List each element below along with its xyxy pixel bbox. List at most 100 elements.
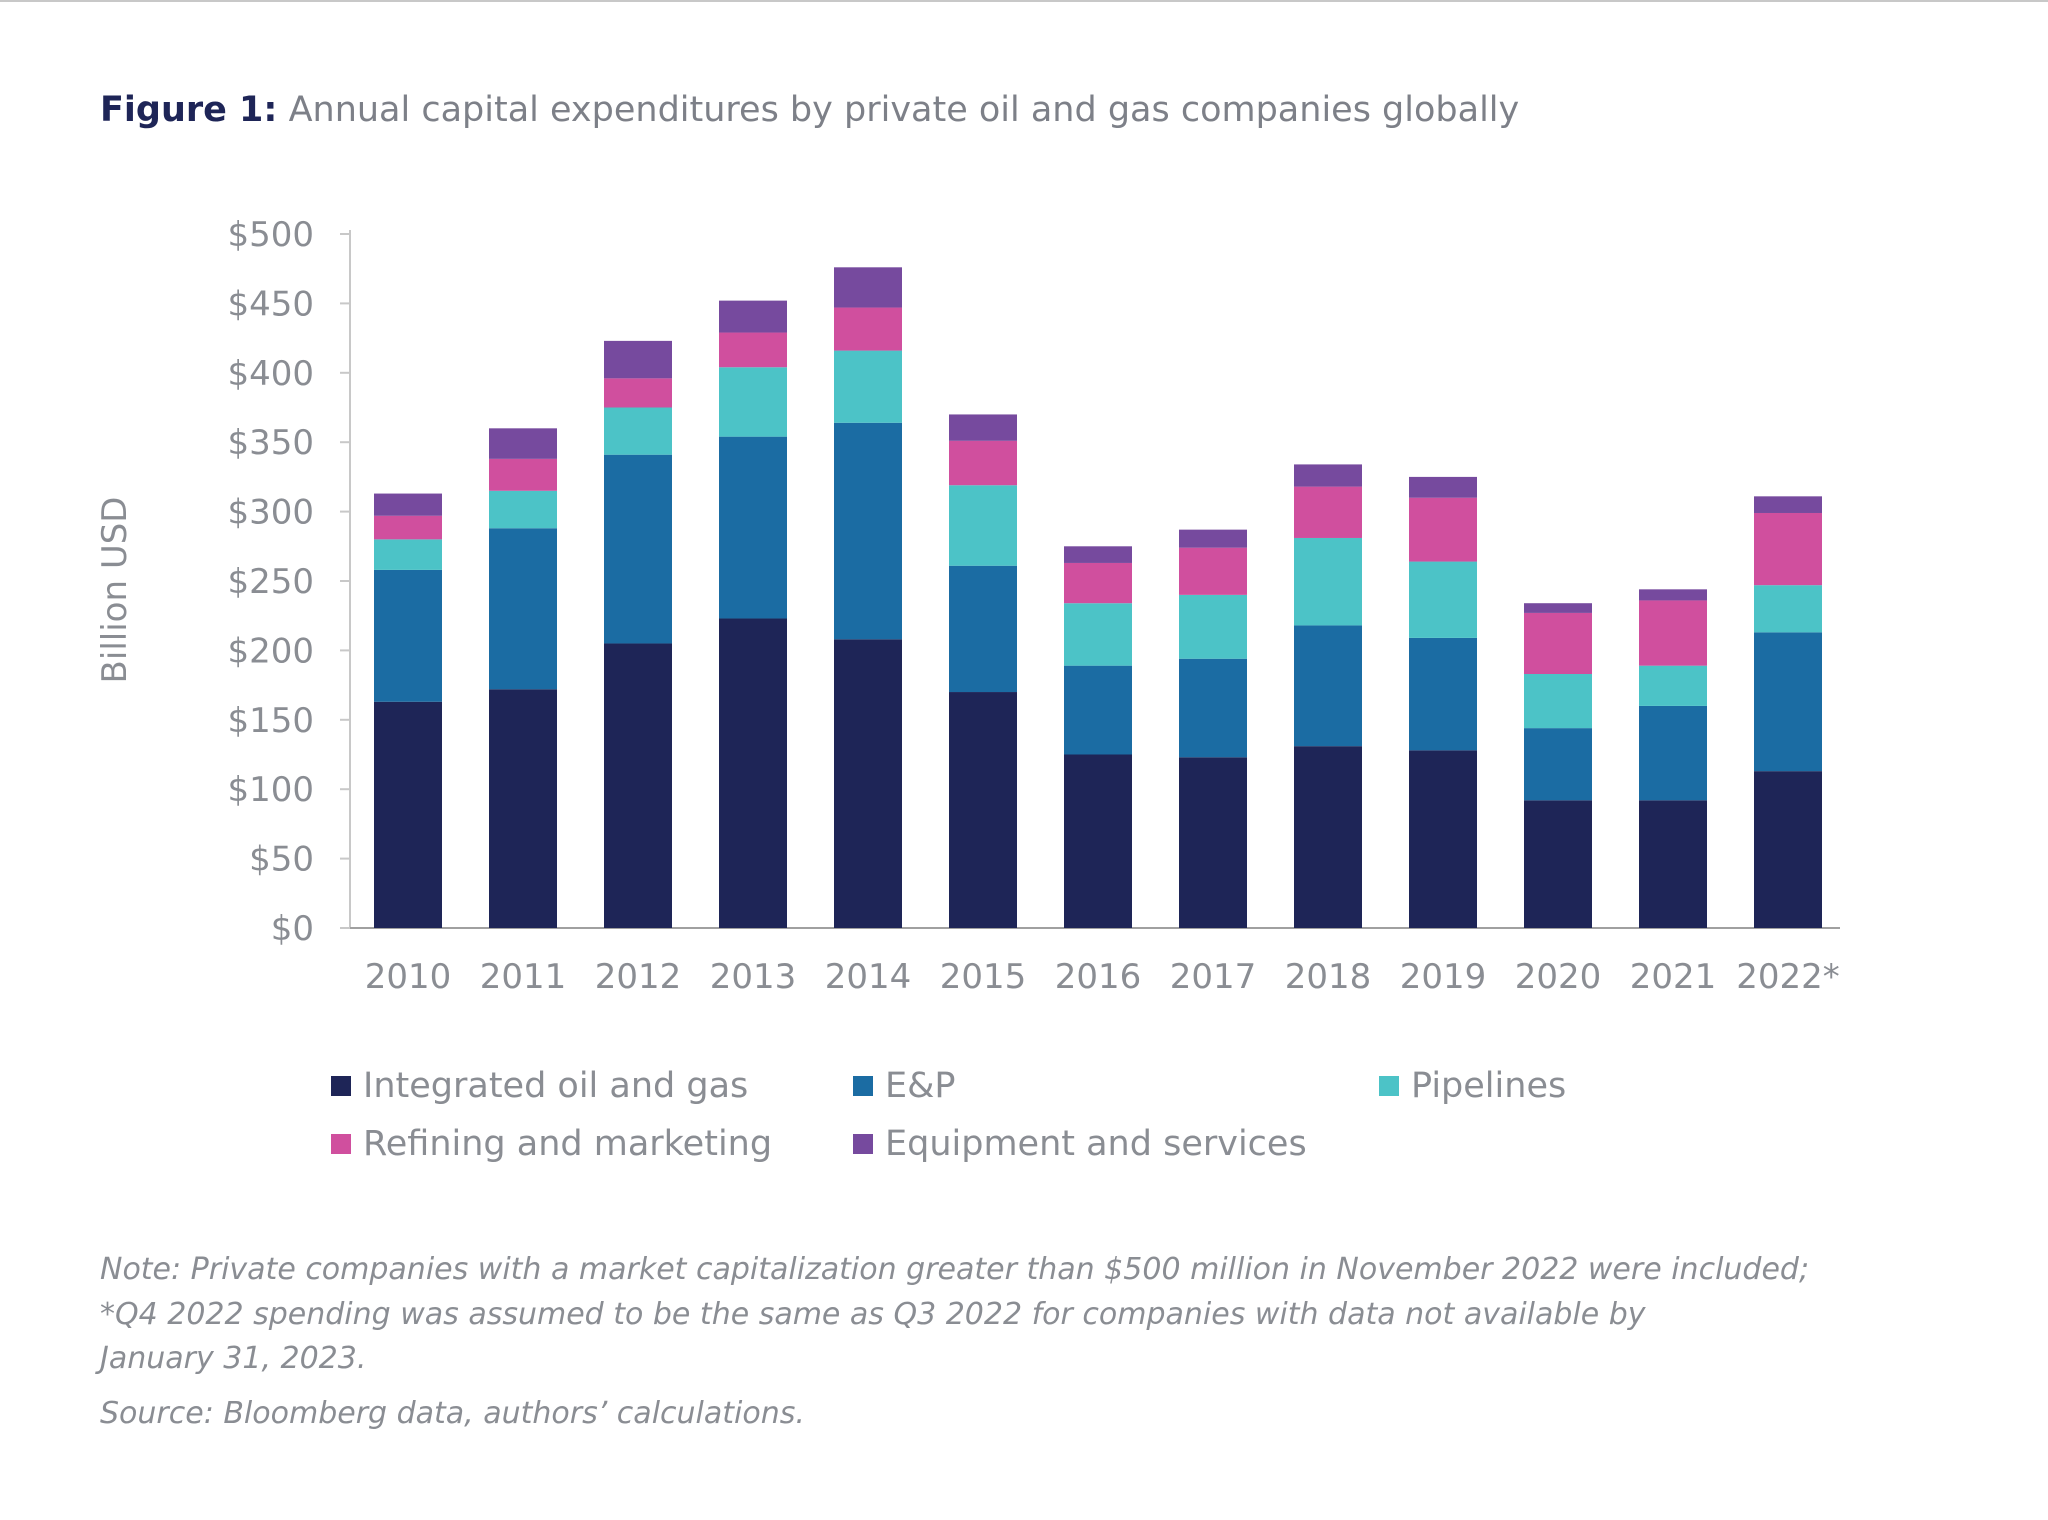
- bar-segment-e-p: [489, 528, 557, 690]
- bar-segment-equipment-and-services: [604, 340, 672, 379]
- bar-segment-equipment-and-services: [374, 493, 442, 516]
- bar-segment-pipelines: [949, 485, 1017, 566]
- bar-segment-refining-and-marketing: [1179, 547, 1247, 595]
- y-tick-label: $0: [271, 909, 314, 949]
- bar-segment-refining-and-marketing: [834, 307, 902, 351]
- bar-segment-pipelines: [1409, 561, 1477, 638]
- bar-segment-refining-and-marketing: [1754, 512, 1822, 586]
- y-tick-label: $400: [227, 354, 314, 394]
- bar-segment-integrated-oil-and-gas: [489, 689, 557, 928]
- legend-label: Refining and marketing: [363, 1124, 773, 1164]
- bar-segment-equipment-and-services: [1409, 476, 1477, 498]
- x-tick-label: 2012: [595, 957, 682, 997]
- bar-segment-equipment-and-services: [834, 267, 902, 308]
- y-axis-label: Billion USD: [95, 497, 135, 684]
- legend-swatch: [331, 1076, 351, 1096]
- x-tick-label: 2022*: [1736, 957, 1840, 997]
- x-tick-label: 2020: [1515, 957, 1602, 997]
- legend-label: Integrated oil and gas: [363, 1066, 749, 1106]
- x-tick-label: 2010: [365, 957, 452, 997]
- bar-segment-equipment-and-services: [1639, 589, 1707, 601]
- bar-segment-integrated-oil-and-gas: [949, 692, 1017, 928]
- bar-segment-pipelines: [1524, 673, 1592, 729]
- x-tick-label: 2017: [1170, 957, 1257, 997]
- y-tick-label: $150: [227, 701, 314, 741]
- y-tick-label: $500: [227, 215, 314, 255]
- bar-segment-integrated-oil-and-gas: [719, 618, 787, 928]
- bar-segment-e-p: [1294, 625, 1362, 747]
- x-tick-label: 2015: [940, 957, 1027, 997]
- figure-label: Figure 1:: [100, 90, 278, 130]
- bar-segment-integrated-oil-and-gas: [604, 643, 672, 928]
- legend-swatch: [331, 1134, 351, 1154]
- bar-segment-integrated-oil-and-gas: [1524, 800, 1592, 928]
- bar-segment-equipment-and-services: [1064, 546, 1132, 563]
- bar-segment-refining-and-marketing: [1064, 562, 1132, 604]
- bar-segment-refining-and-marketing: [1524, 612, 1592, 674]
- y-tick-label: $250: [227, 562, 314, 602]
- bar-segment-refining-and-marketing: [1294, 486, 1362, 538]
- legend-label: E&P: [885, 1066, 956, 1106]
- legend-label: Pipelines: [1411, 1066, 1567, 1106]
- bar-segment-e-p: [1409, 637, 1477, 751]
- bar-segment-pipelines: [374, 539, 442, 570]
- note-line-3: January 31, 2023.: [100, 1341, 367, 1376]
- bar-segment-equipment-and-services: [489, 428, 557, 459]
- legend-item: E&P: [853, 1066, 956, 1106]
- y-tick-label: $200: [227, 631, 314, 671]
- bar-segment-e-p: [1179, 658, 1247, 758]
- bar-segment-e-p: [1639, 705, 1707, 801]
- bar-segment-e-p: [719, 436, 787, 619]
- bar-segment-pipelines: [834, 350, 902, 423]
- bar-segment-refining-and-marketing: [374, 515, 442, 540]
- bar-segment-equipment-and-services: [1179, 529, 1247, 548]
- bar-segment-refining-and-marketing: [1409, 497, 1477, 562]
- x-tick-label: 2019: [1400, 957, 1487, 997]
- bar-segment-pipelines: [1639, 665, 1707, 706]
- bar-segment-integrated-oil-and-gas: [1409, 750, 1477, 928]
- bar-segment-pipelines: [1294, 537, 1362, 626]
- bar-segment-equipment-and-services: [719, 300, 787, 333]
- bar-segment-equipment-and-services: [1754, 496, 1822, 513]
- bar-segment-integrated-oil-and-gas: [1754, 771, 1822, 928]
- legend-label: Equipment and services: [885, 1124, 1307, 1164]
- bar-segment-refining-and-marketing: [1639, 600, 1707, 666]
- bar-segment-pipelines: [489, 490, 557, 529]
- bar-segment-pipelines: [1179, 594, 1247, 659]
- x-tick-label: 2014: [825, 957, 912, 997]
- x-tick-label: 2021: [1630, 957, 1717, 997]
- bar-segment-e-p: [374, 569, 442, 702]
- bar-segment-integrated-oil-and-gas: [1064, 754, 1132, 928]
- bar-segment-e-p: [949, 565, 1017, 693]
- bar-segment-integrated-oil-and-gas: [1639, 800, 1707, 928]
- y-tick-label: $450: [227, 284, 314, 324]
- y-tick-label: $100: [227, 770, 314, 810]
- source-note: Source: Bloomberg data, authors’ calcula…: [100, 1396, 805, 1431]
- bar-segment-e-p: [1524, 728, 1592, 801]
- x-tick-label: 2013: [710, 957, 797, 997]
- legend-swatch: [853, 1134, 873, 1154]
- legend-item: Refining and marketing: [331, 1124, 772, 1164]
- bar-segment-pipelines: [719, 367, 787, 437]
- bar-segment-refining-and-marketing: [949, 440, 1017, 486]
- legend-item: Equipment and services: [853, 1124, 1307, 1164]
- figure-title: Figure 1: Annual capital expenditures by…: [100, 90, 1519, 130]
- legend-item: Pipelines: [1379, 1066, 1566, 1106]
- y-tick-label: $50: [249, 840, 314, 880]
- bar-segment-pipelines: [1064, 603, 1132, 666]
- x-tick-label: 2011: [480, 957, 567, 997]
- bar-segment-refining-and-marketing: [604, 378, 672, 408]
- bar-segment-integrated-oil-and-gas: [374, 701, 442, 928]
- bar-segment-equipment-and-services: [949, 414, 1017, 441]
- legend-swatch: [853, 1076, 873, 1096]
- x-tick-label: 2016: [1055, 957, 1142, 997]
- bar-segment-integrated-oil-and-gas: [834, 639, 902, 928]
- bar-segment-refining-and-marketing: [719, 332, 787, 368]
- y-tick-label: $300: [227, 493, 314, 533]
- top-border: [0, 0, 2048, 2]
- figure-title-text: Annual capital expenditures by private o…: [288, 90, 1520, 130]
- bar-segment-e-p: [834, 422, 902, 640]
- bar-segment-pipelines: [1754, 585, 1822, 633]
- bar-segment-equipment-and-services: [1524, 603, 1592, 613]
